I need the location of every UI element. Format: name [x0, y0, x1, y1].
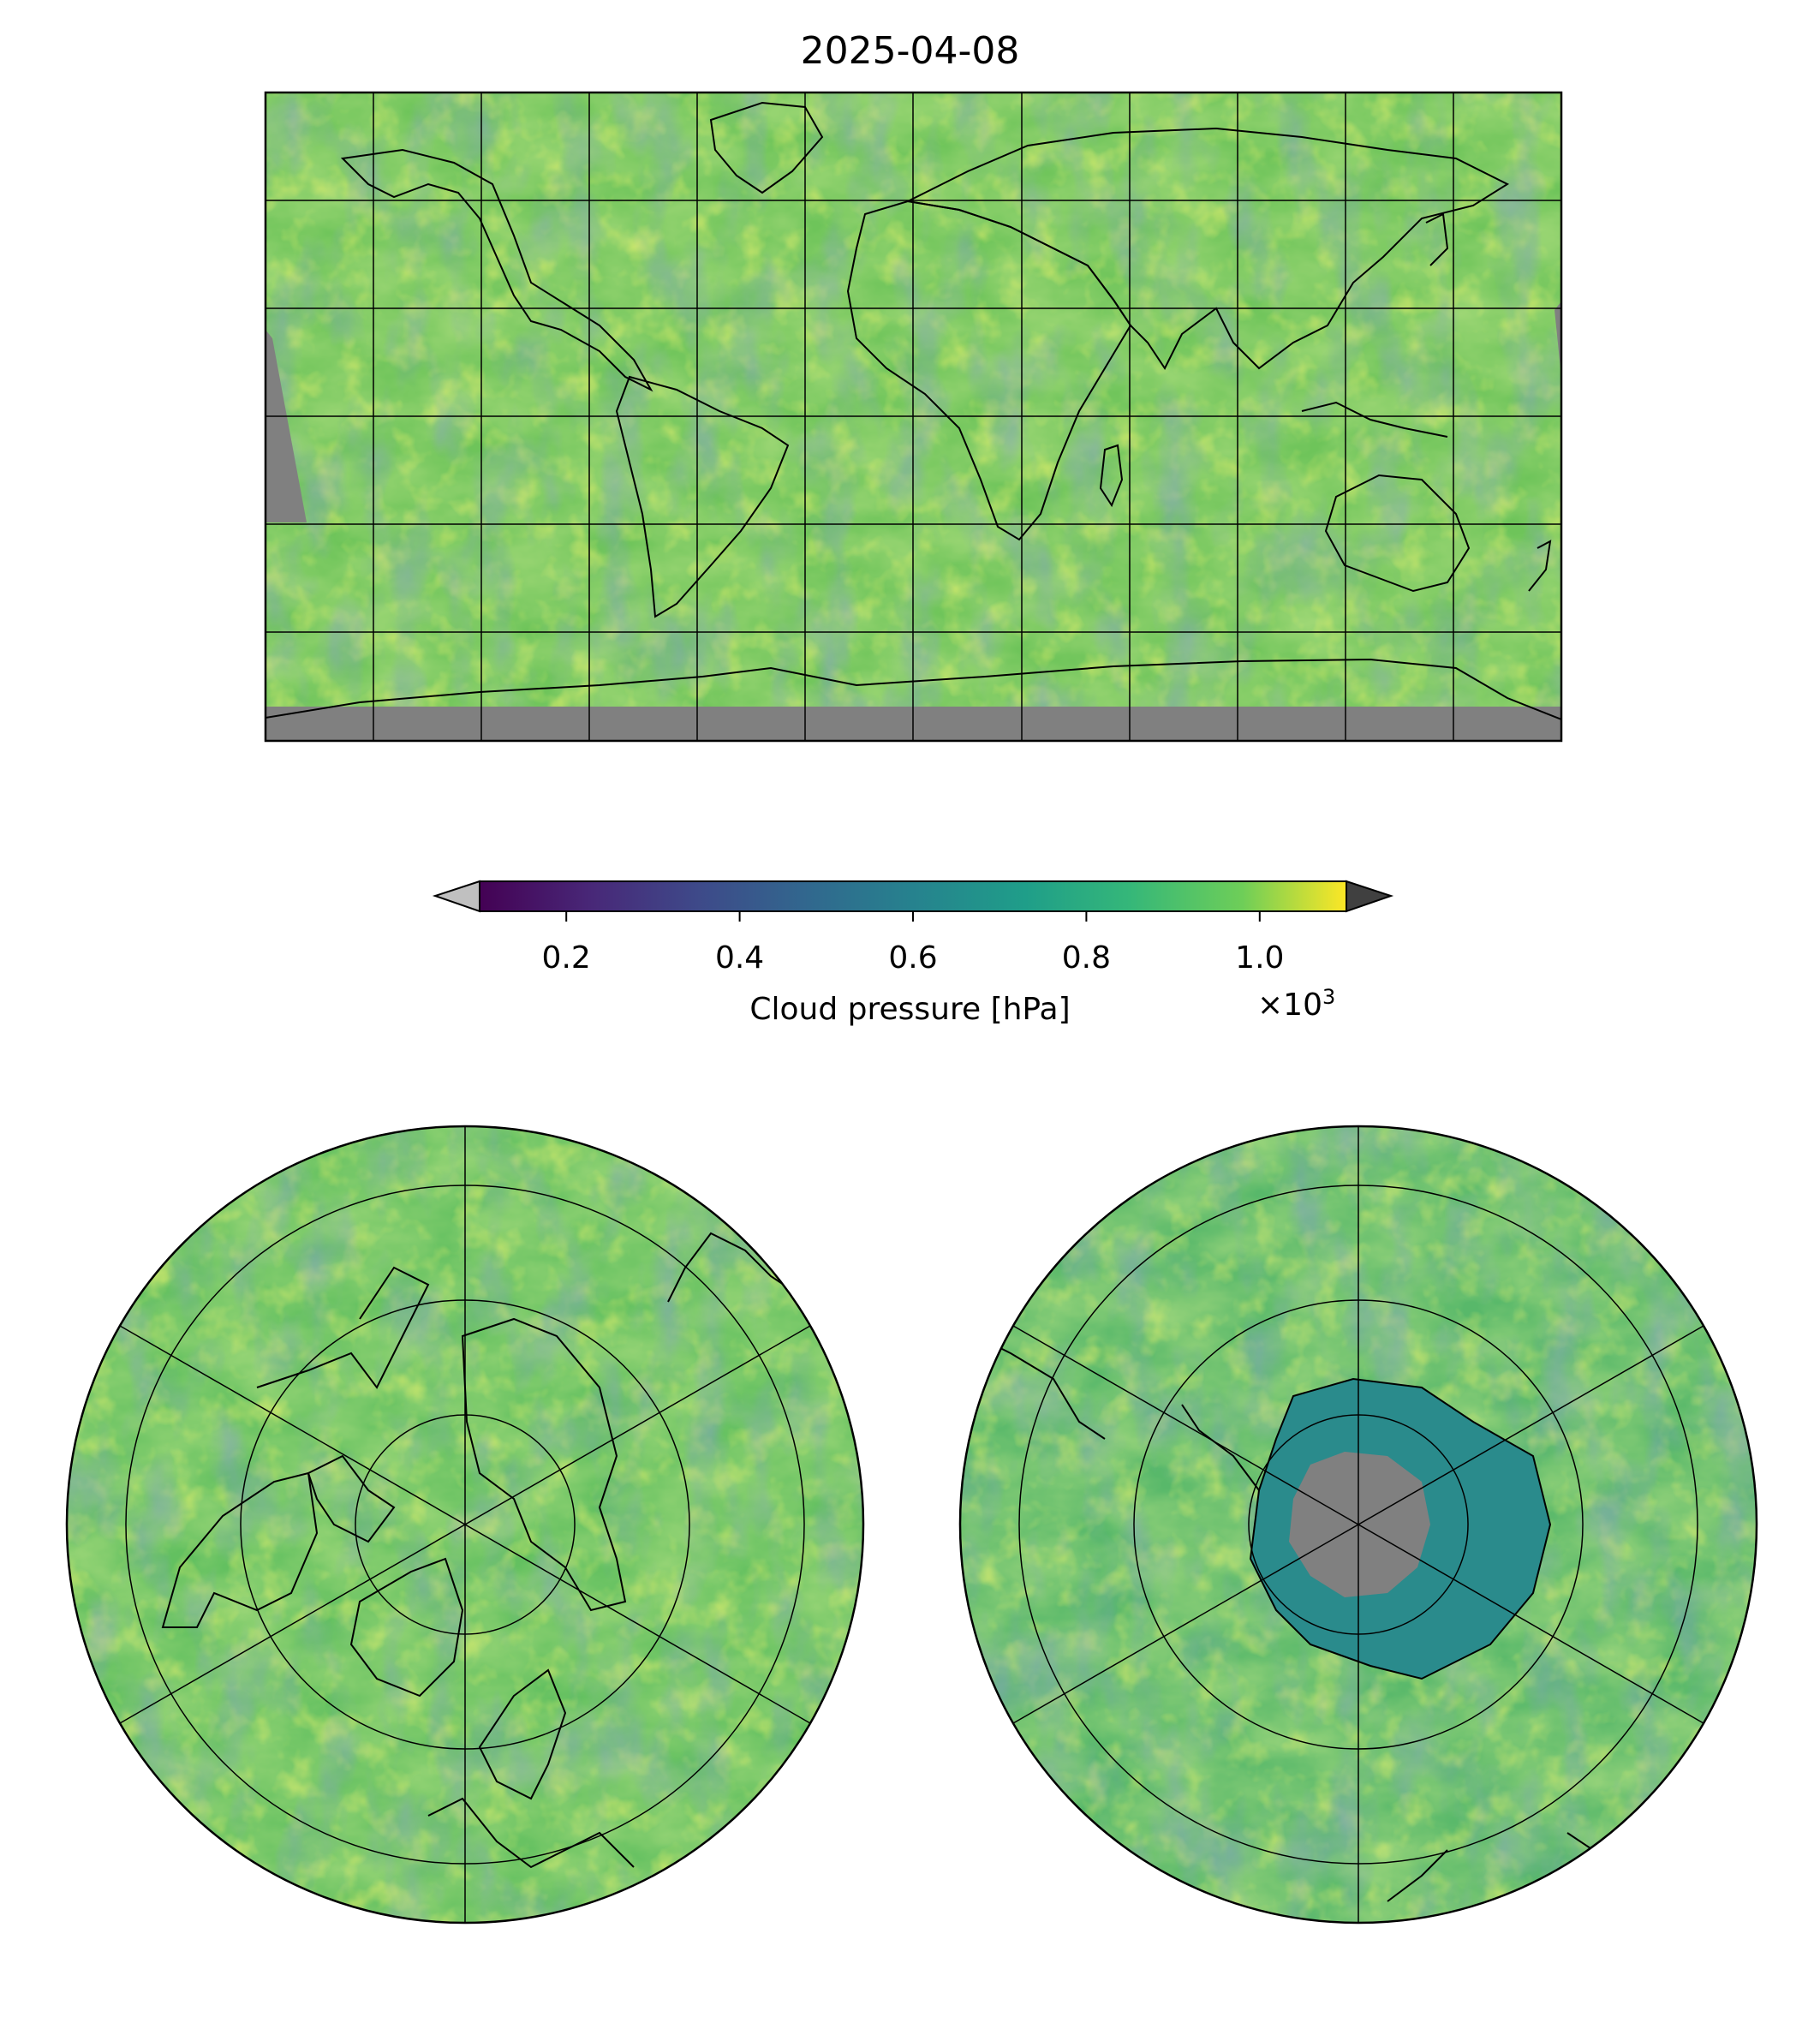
- global-map: [266, 92, 1561, 741]
- south-polar-map: [960, 1126, 1757, 1923]
- colorbar-tick-label: 0.8: [1061, 940, 1112, 976]
- south-gridlines: [1012, 1126, 1704, 1923]
- south-polar-frame: [958, 1125, 1758, 1925]
- colorbar-multiplier-exponent: 3: [1322, 985, 1336, 1009]
- colorbar-gradient: [480, 881, 1346, 911]
- global-map-frame: [264, 91, 1563, 743]
- colorbar-label: Cloud pressure [hPa]: [749, 992, 1071, 1027]
- colorbar-tick-label: 1.0: [1235, 940, 1285, 976]
- colorbar-tick-label: 0.2: [541, 940, 591, 976]
- colorbar-multiplier-base: ×10: [1257, 988, 1322, 1023]
- colorbar-tick-label: 0.6: [888, 940, 938, 976]
- colorbar: [432, 880, 1394, 922]
- figure-title: 2025-04-08: [800, 29, 1020, 73]
- north-polar-frame: [65, 1125, 865, 1925]
- global-gridlines: [266, 92, 1561, 741]
- global-nodata-east: [1554, 301, 1561, 377]
- global-nodata-west: [266, 330, 307, 522]
- colorbar-tick-label: 0.4: [714, 940, 765, 976]
- north-gridlines: [119, 1126, 811, 1923]
- colorbar-multiplier: ×103: [1257, 985, 1335, 1023]
- north-polar-map: [67, 1126, 863, 1923]
- north-coastlines: [161, 1232, 797, 1869]
- colorbar-extend-over: [1346, 880, 1394, 913]
- colorbar-extend-under: [432, 880, 480, 913]
